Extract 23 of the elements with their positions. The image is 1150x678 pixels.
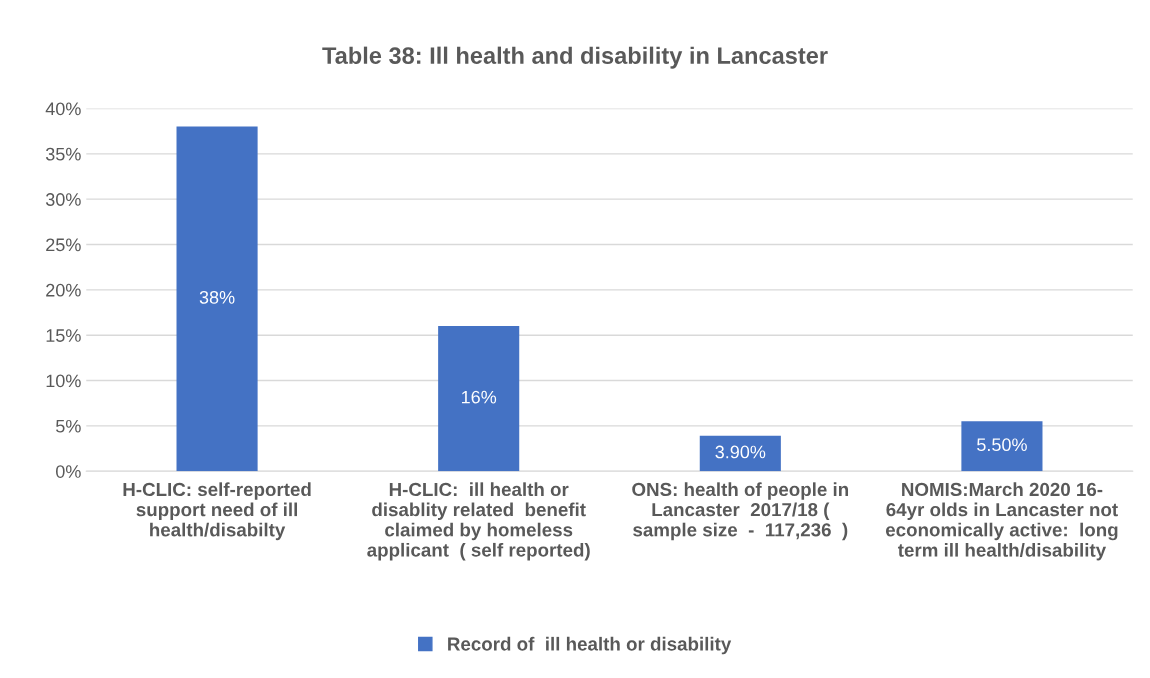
x-tick-label: ONS: health of people in Lancaster 2017/18 ( sample size - 117,236 ) [632,482,849,541]
x-tick-label: H-CLIC: self-reported support need of ill health/disabilty [123,482,311,541]
y-tick-label: 35% [45,147,81,161]
data-label: 16% [462,390,497,404]
x-tick-label: NOMIS:March 2020 16- 64yr olds in Lancaster not economically active: long term ill health/disability [885,482,1118,561]
y-tick-label: 15% [46,329,81,342]
bar [176,126,258,472]
bar [699,435,781,472]
data-label: 38% [199,290,235,304]
y-tick-label: 0% [56,465,81,478]
data-label: 5.50% [977,438,1027,452]
data-label: 3.90% [715,445,766,459]
y-tick-label: 40% [45,102,81,116]
x-tick-label: H-CLIC: ill health or disablity related benefit claimed by homeless applicant ( self reported) [367,482,590,561]
y-tick-label: 10% [46,374,81,388]
bar [438,326,520,472]
chart-title: Table 38: Ill health and disability in Lancaster [322,46,828,69]
y-tick-label: 20% [46,283,81,297]
y-tick-label: 25% [46,238,81,252]
bar [961,421,1043,472]
legend-label: Record of ill health or disability [448,636,732,655]
y-tick-label: 5% [56,419,81,433]
y-tick-label: 30% [45,193,81,206]
